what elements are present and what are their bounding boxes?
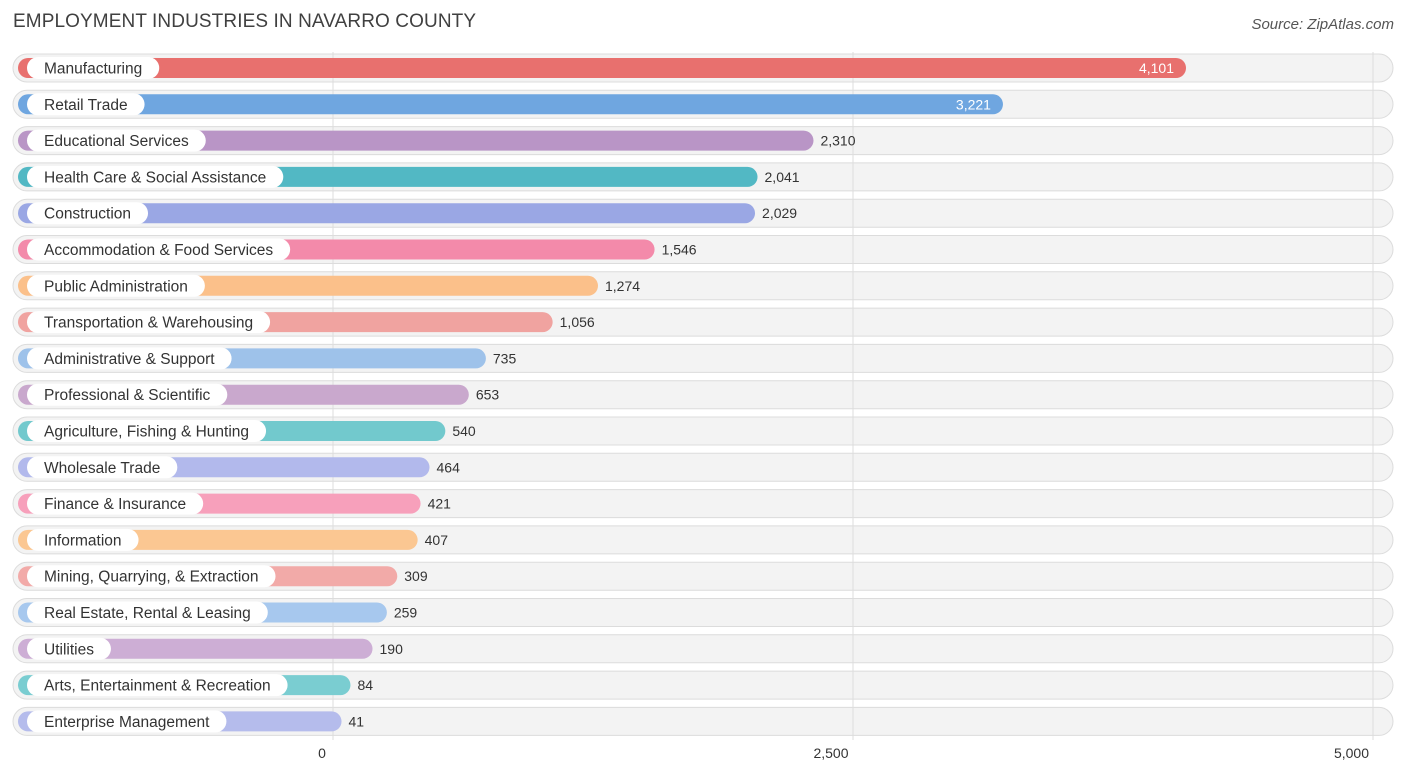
row-background — [12, 670, 1394, 700]
value-label: 84 — [357, 677, 373, 693]
category-label-pill — [27, 492, 204, 515]
category-label: Professional & Scientific — [44, 387, 211, 404]
bar — [18, 94, 1003, 115]
value-label: 41 — [349, 713, 365, 729]
value-label: 421 — [428, 496, 452, 512]
row-background — [12, 706, 1394, 736]
chart-title: EMPLOYMENT INDUSTRIES IN NAVARRO COUNTY — [13, 11, 477, 32]
bar-group: Educational Services 2,310 — [18, 129, 856, 152]
value-label: 407 — [425, 532, 449, 548]
category-label-pill — [27, 238, 291, 261]
value-label: 190 — [380, 641, 404, 657]
value-label: 464 — [437, 459, 461, 475]
tick-label: 0 — [318, 745, 326, 761]
category-label-pill — [27, 637, 111, 660]
bar-group: Public Administration 1,274 — [18, 274, 640, 297]
category-label-pill — [27, 129, 206, 152]
bars: Manufacturing 4,101 Retail Trade 3,221 Educa… — [18, 57, 1187, 733]
category-label-pill — [27, 347, 232, 370]
category-label-pill — [27, 165, 284, 188]
category-label-pill — [27, 93, 145, 116]
category-label-pill — [27, 456, 178, 479]
category-label: Construction — [44, 206, 131, 223]
category-label-pill — [27, 710, 227, 733]
bar-group: Arts, Entertainment & Recreation 84 — [18, 674, 373, 697]
category-label-pill — [27, 420, 267, 442]
x-axis-ticks: 0 2,500 5,000 — [318, 745, 1369, 761]
category-label: Accommodation & Food Services — [44, 242, 273, 259]
bar-group: Administrative & Support 735 — [18, 347, 517, 370]
category-label-pill — [27, 311, 271, 334]
value-label: 2,310 — [820, 133, 855, 149]
value-label: 2,029 — [762, 205, 797, 221]
category-label-pill — [27, 202, 149, 225]
category-label-pill — [27, 383, 228, 406]
category-label: Enterprise Management — [44, 714, 210, 731]
category-label-pill — [27, 57, 160, 79]
value-label: 735 — [493, 350, 517, 366]
value-label: 4,101 — [1139, 60, 1174, 76]
bar-group: Construction 2,029 — [18, 202, 797, 225]
bar-group: Finance & Insurance 421 — [18, 492, 452, 515]
chart-source: Source: ZipAtlas.com — [1251, 16, 1394, 33]
bar-group: Information 407 — [18, 528, 449, 551]
category-label-pill — [27, 674, 288, 697]
bar — [18, 58, 1187, 78]
category-label: Health Care & Social Assistance — [44, 169, 266, 186]
value-label: 540 — [452, 423, 476, 439]
value-label: 259 — [394, 605, 418, 621]
value-label: 309 — [404, 568, 428, 584]
bar-group: Enterprise Management 41 — [18, 710, 365, 733]
value-label: 2,041 — [765, 169, 800, 185]
bar-group: Wholesale Trade 464 — [18, 456, 461, 479]
bar-group: Accommodation & Food Services 1,546 — [18, 238, 697, 261]
category-label-pill — [27, 565, 276, 588]
bar-group: Retail Trade 3,221 — [18, 93, 1003, 116]
category-label: Utilities — [44, 641, 94, 658]
category-label-pill — [27, 601, 268, 624]
category-label: Real Estate, Rental & Leasing — [44, 605, 251, 622]
value-label: 3,221 — [956, 96, 991, 112]
tick-label: 2,500 — [813, 745, 848, 761]
bar-group: Agriculture, Fishing & Hunting 540 — [18, 420, 476, 442]
bar-group: Transportation & Warehousing 1,056 — [18, 311, 595, 334]
category-label: Educational Services — [44, 133, 189, 150]
bar-group: Utilities 190 — [18, 637, 404, 660]
category-label: Public Administration — [44, 278, 188, 295]
bar — [18, 203, 756, 224]
category-label: Wholesale Trade — [44, 460, 160, 477]
bar-group: Mining, Quarrying, & Extraction 309 — [18, 565, 428, 588]
category-label-pill — [27, 274, 205, 297]
category-label: Retail Trade — [44, 97, 128, 114]
value-label: 653 — [476, 387, 500, 403]
value-label: 1,274 — [605, 278, 640, 294]
bar-group: Professional & Scientific 653 — [18, 383, 500, 406]
bar — [18, 130, 814, 151]
tick-label: 5,000 — [1334, 745, 1369, 761]
value-label: 1,546 — [662, 242, 697, 258]
value-label: 1,056 — [560, 314, 595, 330]
category-label: Mining, Quarrying, & Extraction — [44, 569, 259, 586]
category-label: Arts, Entertainment & Recreation — [44, 678, 271, 695]
category-label: Finance & Insurance — [44, 496, 186, 513]
category-label: Information — [44, 532, 122, 549]
category-label: Administrative & Support — [44, 351, 215, 368]
category-label: Manufacturing — [44, 61, 142, 78]
bar-group: Health Care & Social Assistance 2,041 — [18, 165, 800, 188]
category-label-pill — [27, 528, 139, 551]
category-label: Agriculture, Fishing & Hunting — [44, 424, 249, 441]
category-label: Transportation & Warehousing — [44, 315, 253, 332]
bar-group: Real Estate, Rental & Leasing 259 — [18, 601, 418, 624]
bar-group: Manufacturing 4,101 — [18, 57, 1187, 79]
